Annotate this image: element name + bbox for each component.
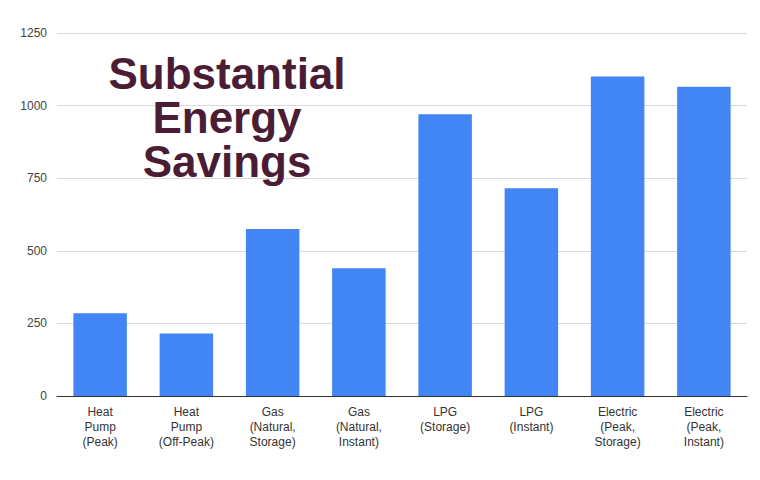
svg-text:Storage): Storage) — [250, 435, 296, 449]
svg-text:(Natural,: (Natural, — [336, 420, 382, 434]
svg-text:(Storage): (Storage) — [420, 420, 470, 434]
svg-text:Pump: Pump — [84, 420, 116, 434]
svg-text:Gas: Gas — [348, 405, 370, 419]
svg-text:750: 750 — [27, 171, 47, 185]
svg-text:(Off-Peak): (Off-Peak) — [159, 435, 214, 449]
svg-text:(Peak): (Peak) — [82, 435, 117, 449]
svg-text:Electric: Electric — [598, 405, 637, 419]
svg-text:LPG: LPG — [519, 405, 543, 419]
svg-text:(Instant): (Instant) — [509, 420, 553, 434]
svg-text:(Peak,: (Peak, — [600, 420, 635, 434]
svg-text:1000: 1000 — [20, 99, 47, 113]
svg-text:(Peak,: (Peak, — [687, 420, 722, 434]
svg-text:Electric: Electric — [684, 405, 723, 419]
svg-text:Heat: Heat — [87, 405, 113, 419]
svg-text:Savings: Savings — [143, 137, 312, 186]
svg-text:0: 0 — [40, 389, 47, 403]
svg-text:Storage): Storage) — [595, 435, 641, 449]
svg-text:250: 250 — [27, 316, 47, 330]
svg-text:Substantial: Substantial — [108, 49, 345, 98]
svg-text:Pump: Pump — [171, 420, 203, 434]
svg-text:(Natural,: (Natural, — [250, 420, 296, 434]
svg-text:Gas: Gas — [262, 405, 284, 419]
svg-text:LPG: LPG — [433, 405, 457, 419]
svg-text:Heat: Heat — [174, 405, 200, 419]
svg-text:Instant): Instant) — [684, 435, 724, 449]
svg-text:Energy: Energy — [152, 93, 302, 142]
svg-text:1250: 1250 — [20, 26, 47, 40]
svg-text:500: 500 — [27, 244, 47, 258]
svg-text:Instant): Instant) — [339, 435, 379, 449]
